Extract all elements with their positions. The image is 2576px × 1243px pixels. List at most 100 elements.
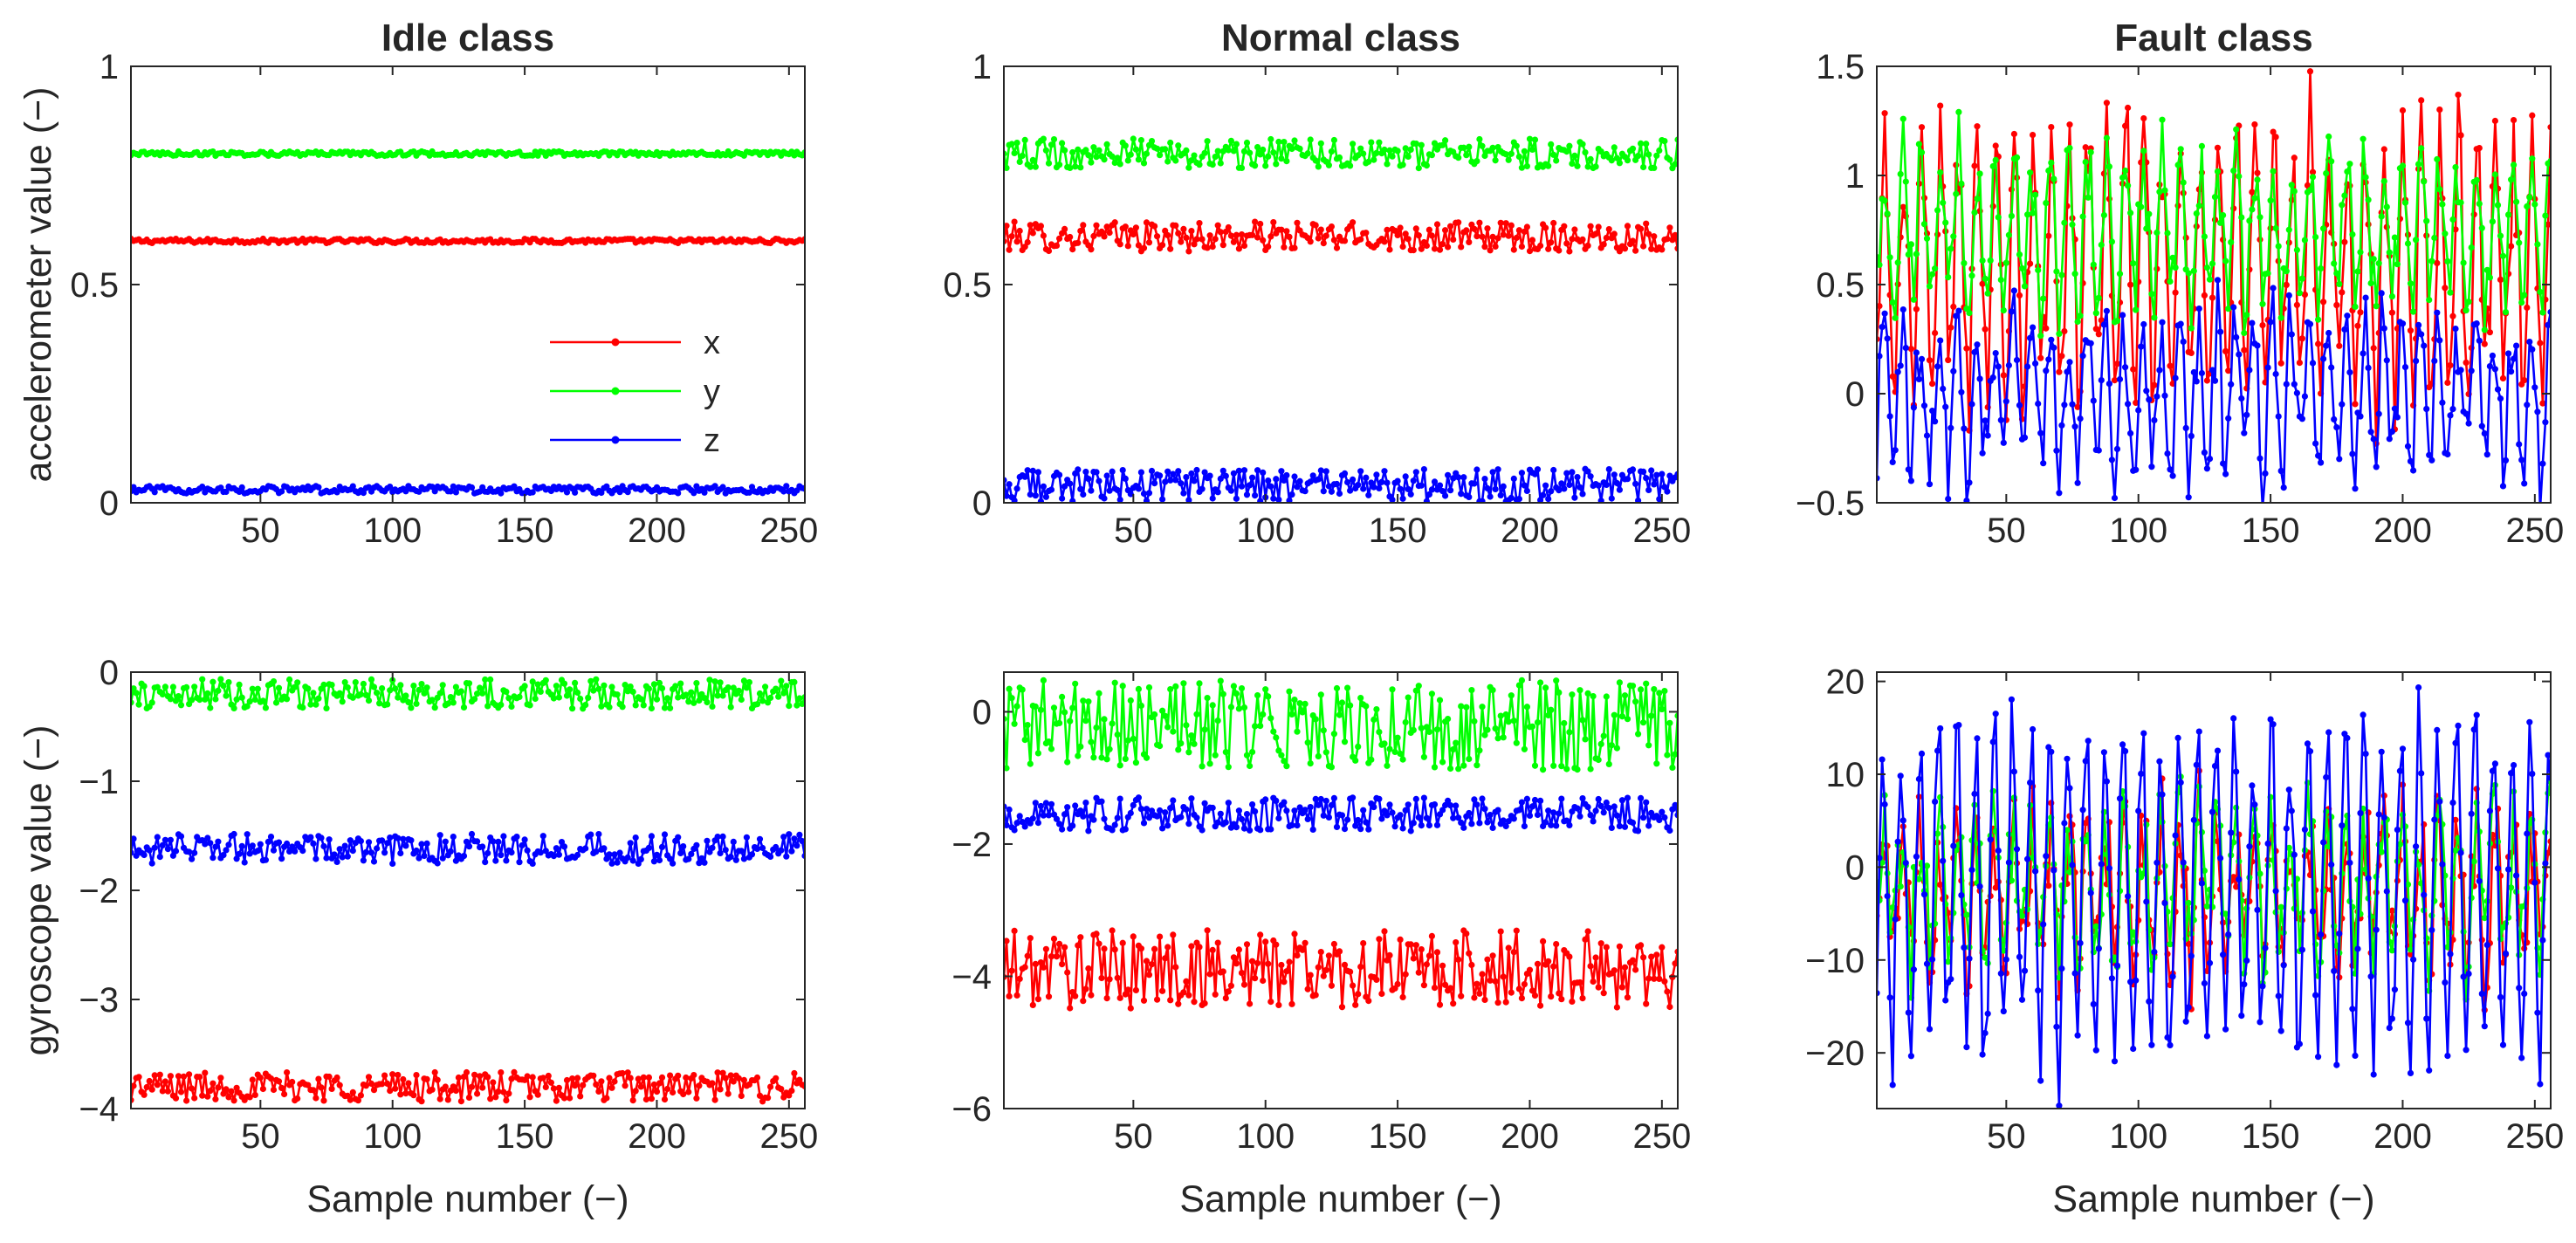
legend-label-y: y <box>704 374 720 410</box>
x-tick-label: 50 <box>241 1117 280 1156</box>
y-tick-label: 0.5 <box>943 266 992 305</box>
x-tick-label: 150 <box>2242 512 2300 550</box>
plot-area <box>1004 135 1678 503</box>
series-markers-z <box>1877 277 2551 503</box>
legend-marker-y <box>611 387 620 395</box>
series-line-y <box>1004 679 1678 772</box>
y-tick-label: 0 <box>972 693 992 731</box>
x-tick-label: 250 <box>759 1117 818 1156</box>
series-markers-y <box>131 148 805 160</box>
axes-box <box>1003 671 1679 1109</box>
series-line-z <box>1877 278 2551 503</box>
x-tick-label: 200 <box>1501 1117 1559 1156</box>
y-tick-label: 0 <box>1845 848 1865 887</box>
x-tick-label: 250 <box>1632 512 1691 550</box>
y-tick-label: −2 <box>79 872 119 910</box>
x-tick-label: 200 <box>628 1117 686 1156</box>
x-tick-label: 250 <box>1632 1117 1691 1156</box>
y-tick-label: 0 <box>100 654 119 692</box>
series-markers-x <box>131 1068 805 1105</box>
y-tick-label: 1 <box>1845 157 1865 196</box>
y-tick-label: −4 <box>79 1090 119 1129</box>
axes-box <box>130 671 806 1109</box>
y-tick-label: 20 <box>1826 663 1865 702</box>
x-tick-label: 100 <box>2109 1117 2167 1156</box>
y-tick-label: 1.5 <box>1816 48 1865 86</box>
y-tick-label: −2 <box>951 826 992 864</box>
y-tick-label: 1 <box>100 48 119 86</box>
x-tick-label: 100 <box>363 512 422 550</box>
legend-item-z: z <box>550 422 720 459</box>
series-y <box>1004 135 1678 172</box>
x-tick-label: 50 <box>1987 512 2026 550</box>
series-x <box>1004 218 1678 255</box>
chart-title: Fault class <box>2114 17 2312 59</box>
x-tick-label: 150 <box>496 1117 554 1156</box>
chart-normal-acc: 50 100 150 200 250 0 0.5 1 Normal class <box>943 17 1691 550</box>
chart-fault-gyro: 50 100 150 200 250 −20 −10 0 10 20 Sample number (… <box>1805 663 2564 1220</box>
y-tick-label: −1 <box>79 763 119 801</box>
x-tick-label: 150 <box>496 512 554 550</box>
series-markers-x <box>1004 218 1678 255</box>
x-axis-label: Sample number (−) <box>2052 1178 2374 1220</box>
series-markers-z <box>131 830 805 868</box>
series-markers-z <box>131 483 805 497</box>
x-tick-label: 250 <box>759 512 818 550</box>
series-markers-y <box>1004 676 1678 773</box>
series-z <box>1004 465 1678 503</box>
x-axis-label: Sample number (−) <box>306 1178 629 1220</box>
x-tick-label: 250 <box>2505 512 2564 550</box>
series-z <box>1877 277 2551 503</box>
series-markers-y <box>1004 135 1678 172</box>
x-tick-label: 50 <box>1114 512 1153 550</box>
plot-area <box>1877 68 2551 503</box>
series-markers-y <box>131 676 805 712</box>
legend: xyz <box>550 325 720 459</box>
y-tick-label: −20 <box>1805 1034 1865 1073</box>
y-axis-label: accelerometer value (−) <box>17 87 59 483</box>
series-z <box>1004 794 1678 834</box>
series-z <box>131 483 805 497</box>
series-x <box>1004 927 1678 1012</box>
x-tick-label: 100 <box>1236 1117 1295 1156</box>
chart-idle-acc: 50 100 150 200 250 0 0.5 1 Idle class acceleromet… <box>17 17 818 550</box>
x-tick-label: 250 <box>2505 1117 2564 1156</box>
series-markers-z <box>1004 465 1678 503</box>
series-line-z <box>1877 686 2551 1107</box>
series-y <box>131 676 805 712</box>
chart-idle-gyro: 50 100 150 200 250 −4 −3 −2 −1 0 Sample number (−)… <box>17 654 818 1220</box>
legend-marker-z <box>611 436 620 444</box>
y-tick-label: 0 <box>972 484 992 523</box>
x-axis-label: Sample number (−) <box>1179 1178 1501 1220</box>
plot-area <box>1004 676 1678 1012</box>
chart-normal-gyro: 50 100 150 200 250 −6 −4 −2 0 Sample number (−) <box>951 671 1691 1220</box>
y-tick-label: −4 <box>951 958 992 996</box>
series-z <box>131 830 805 868</box>
y-tick-label: 0.5 <box>70 266 119 305</box>
legend-label-x: x <box>704 325 720 361</box>
series-y <box>1004 676 1678 773</box>
x-tick-label: 200 <box>1501 512 1559 550</box>
chart-title: Normal class <box>1221 17 1460 59</box>
plot-area <box>1877 683 2551 1109</box>
axes-box <box>1876 671 2552 1109</box>
x-tick-label: 150 <box>1369 512 1427 550</box>
legend-label-z: z <box>704 422 720 459</box>
series-x <box>131 1068 805 1105</box>
plot-area <box>131 676 805 1105</box>
y-axis-label: gyroscope value (−) <box>17 725 59 1056</box>
series-markers-x <box>131 235 805 247</box>
y-tick-label: 0 <box>100 484 119 523</box>
x-tick-label: 150 <box>1369 1117 1427 1156</box>
x-tick-label: 200 <box>2373 512 2432 550</box>
y-tick-label: −10 <box>1805 942 1865 980</box>
series-x <box>131 235 805 247</box>
x-tick-label: 200 <box>628 512 686 550</box>
series-line-y <box>1877 111 2551 338</box>
chart-fault-acc: 50 100 150 200 250 −0.5 0 0.5 1 1.5 Fault class <box>1796 17 2564 550</box>
x-tick-label: 50 <box>241 512 280 550</box>
plot-area <box>131 148 805 497</box>
y-tick-label: −0.5 <box>1796 484 1865 523</box>
legend-marker-x <box>611 338 620 347</box>
